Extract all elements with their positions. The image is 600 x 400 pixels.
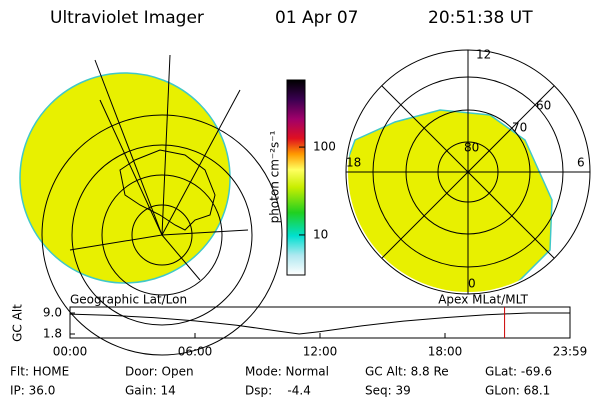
geo-image [19,54,283,356]
lat-label: 60 [536,99,551,113]
x-tick-label: 06:00 [178,345,213,359]
info-field: Dsp: -4.4 [245,384,311,398]
info-field: Gain: 14 [125,384,176,398]
lat-label: 70 [512,121,527,135]
y-tick-label: 9.0 [43,306,62,320]
mag-label: Apex MLat/MLT [438,293,528,307]
info-field: Seq: 39 [365,384,411,398]
x-tick-label: 18:00 [428,345,463,359]
info-field: GLon: 68.1 [485,384,550,398]
colorbar-tick-label: 10 [313,227,328,241]
info-field: Mode: Normal [245,365,329,379]
title: Ultraviolet Imager [50,8,204,28]
date: 01 Apr 07 [275,8,358,28]
y-tick-label: 1.8 [43,327,62,341]
mlt-label: 0 [468,277,476,291]
colorbar-tick-label: 100 [313,140,336,154]
info-field: Flt: HOME [10,365,69,379]
info-field: GLat: -69.6 [485,365,552,379]
colorbar-label: photon cm⁻²s⁻¹ [268,130,282,223]
altitude-ylabel: GC Alt [11,304,25,342]
x-tick-label: 23:59 [553,345,588,359]
colorbar [286,79,306,276]
mlt-label: 12 [476,48,491,62]
altitude-line [69,312,570,335]
mag-image [345,49,591,295]
x-tick-label: 12:00 [303,345,338,359]
info-field: GC Alt: 8.8 Re [365,365,449,379]
mlt-label: 18 [346,156,361,170]
info-field: IP: 36.0 [10,384,55,398]
geo-label: Geographic Lat/Lon [70,293,187,307]
lat-label: 80 [464,141,479,155]
mlt-label: 6 [577,156,585,170]
info-field: Door: Open [125,365,194,379]
x-tick-label: 00:00 [53,345,88,359]
time: 20:51:38 UT [428,8,533,28]
